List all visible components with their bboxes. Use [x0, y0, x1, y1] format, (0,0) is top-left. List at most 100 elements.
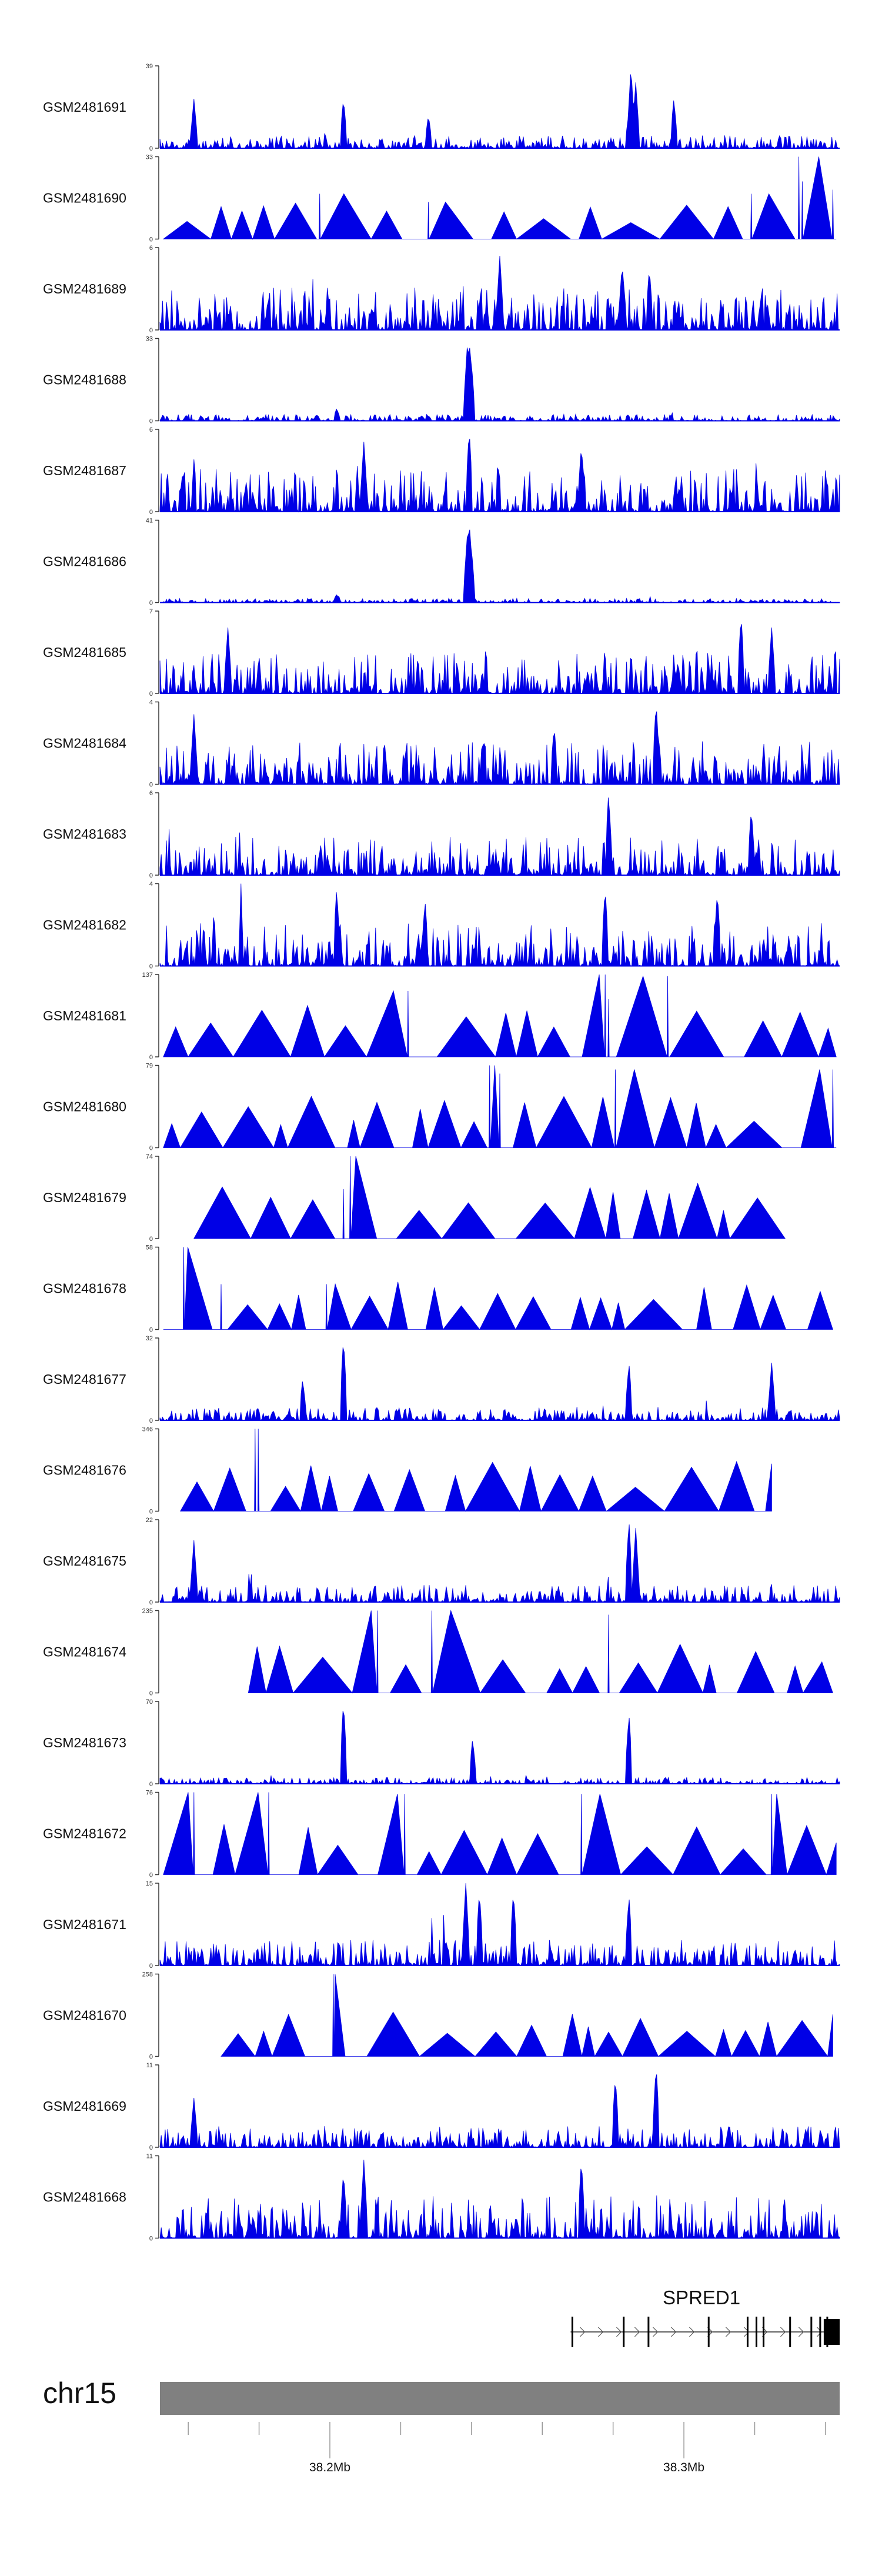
signal-area [193, 1156, 786, 1240]
strand-arrow [670, 2327, 677, 2337]
track-label: GSM2481674 [43, 1644, 126, 1660]
track-GSM2481680: GSM2481680 79 0 [43, 1063, 837, 1152]
y-max-label: 22 [146, 1517, 153, 1524]
y-max-label: 76 [146, 1790, 153, 1797]
signal-area [163, 1792, 837, 1876]
track-label: GSM2481676 [43, 1463, 126, 1478]
y-max-label: 33 [146, 336, 153, 343]
track-GSM2481675: GSM2481675 22 0 [43, 1517, 840, 1606]
strand-arrow [689, 2327, 695, 2337]
signal-area [159, 624, 840, 695]
y-max-label: 4 [149, 699, 153, 706]
y-max-label: 11 [146, 2062, 153, 2069]
y-min-label: 0 [149, 1872, 153, 1879]
y-min-label: 0 [149, 1145, 153, 1152]
track-label: GSM2481688 [43, 372, 126, 388]
track-label: GSM2481678 [43, 1281, 126, 1296]
track-label: GSM2481682 [43, 917, 126, 933]
strand-arrow [780, 2327, 786, 2337]
track-GSM2481688: GSM2481688 33 0 [43, 336, 840, 425]
y-max-label: 58 [146, 1244, 153, 1252]
y-max-label: 4 [149, 881, 153, 888]
y-min-label: 0 [149, 2144, 153, 2151]
gene-exon-last [823, 2319, 840, 2345]
track-label: GSM2481691 [43, 99, 126, 115]
y-min-label: 0 [149, 327, 153, 334]
y-min-label: 0 [149, 600, 153, 607]
track-label: GSM2481677 [43, 1372, 126, 1387]
gene-exon [647, 2317, 650, 2347]
track-label: GSM2481686 [43, 554, 126, 569]
y-min-label: 0 [149, 1236, 153, 1243]
gene-track: SPRED1 [570, 2287, 840, 2347]
y-min-label: 0 [149, 872, 153, 879]
signal-area [159, 255, 840, 331]
track-GSM2481668: GSM2481668 11 0 [43, 2153, 840, 2243]
y-min-label: 0 [149, 1509, 153, 1516]
track-GSM2481689: GSM2481689 6 0 [43, 245, 840, 334]
y-max-label: 6 [149, 426, 153, 433]
signal-area [159, 439, 840, 513]
track-label: GSM2481684 [43, 736, 126, 751]
signal-area [159, 74, 840, 149]
track-label: GSM2481669 [43, 2098, 126, 2114]
track-GSM2481683: GSM2481683 6 0 [43, 790, 840, 879]
signal-area [248, 1610, 833, 1694]
track-GSM2481690: GSM2481690 33 0 [43, 154, 837, 243]
y-min-label: 0 [149, 1054, 153, 1061]
strand-arrow [616, 2327, 622, 2337]
y-min-label: 0 [149, 236, 153, 243]
track-label: GSM2481687 [43, 463, 126, 478]
y-max-label: 6 [149, 790, 153, 797]
gene-exon [746, 2317, 749, 2347]
gene-exon [763, 2317, 765, 2347]
y-max-label: 7 [149, 608, 153, 615]
strand-arrow [798, 2327, 804, 2337]
track-GSM2481676: GSM2481676 346 0 [43, 1426, 772, 1516]
track-GSM2481671: GSM2481671 15 0 [43, 1880, 840, 1970]
signal-area [162, 156, 837, 240]
y-min-label: 0 [149, 145, 153, 152]
y-min-label: 0 [149, 1690, 153, 1697]
y-min-label: 0 [149, 690, 153, 698]
signal-area [163, 974, 837, 1058]
track-label: GSM2481690 [43, 191, 126, 206]
track-GSM2481681: GSM2481681 137 0 [43, 972, 837, 1061]
gene-name-label: SPRED1 [663, 2287, 740, 2308]
signal-area [159, 711, 840, 786]
track-label: GSM2481689 [43, 281, 126, 296]
y-max-label: 258 [142, 1971, 153, 1978]
y-min-label: 0 [149, 1327, 153, 1334]
track-GSM2481682: GSM2481682 4 0 [43, 881, 840, 970]
track-GSM2481679: GSM2481679 74 0 [43, 1153, 786, 1243]
chromosome-label: chr15 [43, 2377, 116, 2410]
track-label: GSM2481683 [43, 826, 126, 842]
y-min-label: 0 [149, 782, 153, 789]
track-label: GSM2481675 [43, 1553, 126, 1569]
track-label: GSM2481672 [43, 1826, 126, 1841]
signal-area [159, 2160, 840, 2239]
signal-area [159, 798, 840, 876]
strand-arrow [634, 2327, 640, 2337]
y-max-label: 6 [149, 245, 153, 252]
track-label: GSM2481681 [43, 1008, 126, 1023]
x-tick-label: 38.2Mb [309, 2461, 350, 2474]
y-max-label: 15 [146, 1880, 153, 1887]
track-GSM2481687: GSM2481687 6 0 [43, 426, 840, 516]
signal-area [159, 347, 840, 422]
chromosome-bar [160, 2382, 840, 2415]
signal-area [180, 1429, 772, 1512]
track-GSM2481678: GSM2481678 58 0 [43, 1244, 833, 1334]
y-max-label: 32 [146, 1335, 153, 1342]
signal-area [159, 1883, 840, 1967]
track-label: GSM2481671 [43, 1917, 126, 1932]
signal-area [160, 529, 840, 603]
gene-exon [707, 2317, 710, 2347]
gene-exon [819, 2317, 821, 2347]
strand-arrow [597, 2327, 604, 2337]
y-max-label: 346 [142, 1426, 153, 1433]
y-max-label: 70 [146, 1699, 153, 1706]
gene-exon [623, 2317, 625, 2347]
track-label: GSM2481673 [43, 1735, 126, 1750]
strand-arrow [725, 2327, 731, 2337]
